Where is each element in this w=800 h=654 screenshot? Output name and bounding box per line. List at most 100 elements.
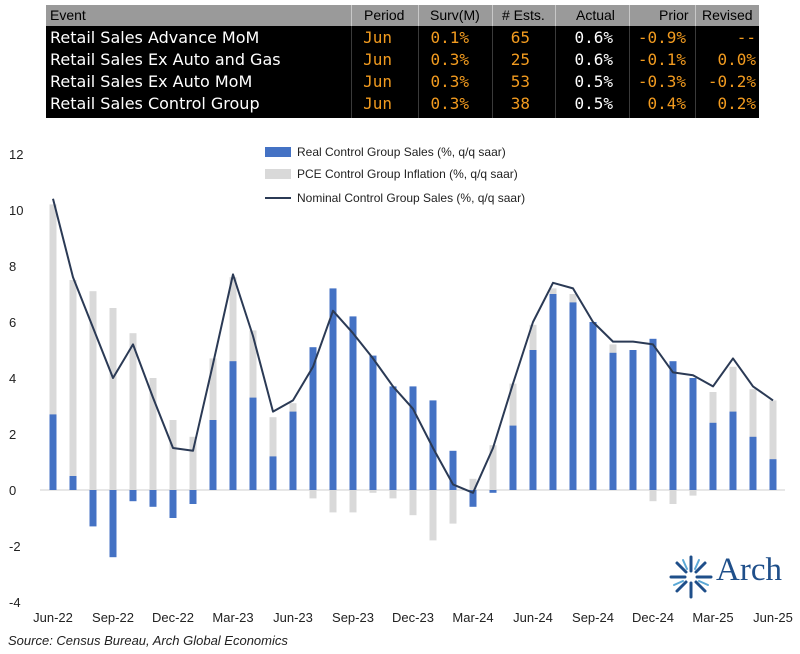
legend-swatch <box>265 169 291 179</box>
bar-series <box>49 204 777 558</box>
cell-period: Jun <box>363 28 392 47</box>
cell-revised: 0.0% <box>717 50 756 69</box>
pce-inflation-bar <box>309 490 317 499</box>
real-sales-bar <box>609 352 617 490</box>
cell-surv: 0.3% <box>430 94 469 113</box>
cell-prior: -0.9% <box>637 28 686 47</box>
header-surv[interactable]: Surv(M) <box>430 7 480 23</box>
x-tick-label: Dec-22 <box>152 610 194 625</box>
cell-surv: 0.1% <box>430 28 469 47</box>
event-name: Retail Sales Ex Auto and Gas <box>50 50 281 69</box>
header-prior[interactable]: Prior <box>659 7 689 23</box>
table-row[interactable]: Retail Sales Advance MoM Jun 0.1% 65 0.6% -0.… <box>46 27 759 49</box>
y-tick-label: 2 <box>9 427 16 442</box>
header-event[interactable]: Event <box>50 7 86 23</box>
table-header-row: Event Period Surv(M) # Ests. Actual Prio… <box>46 5 759 26</box>
header-actual[interactable]: Actual <box>576 7 615 23</box>
real-sales-bar <box>209 420 217 490</box>
table-row[interactable]: Retail Sales Ex Auto and Gas Jun 0.3% 25 0.6… <box>46 49 759 71</box>
x-tick-label: Dec-24 <box>632 610 674 625</box>
real-sales-bar <box>249 397 257 490</box>
star-burst-icon <box>669 555 713 599</box>
x-tick-label: Sep-23 <box>332 610 374 625</box>
real-sales-bar <box>509 425 517 490</box>
pce-inflation-bar <box>349 490 357 513</box>
event-name: Retail Sales Ex Auto MoM <box>50 72 253 91</box>
real-sales-bar <box>669 361 677 490</box>
real-sales-bar <box>469 490 477 507</box>
real-sales-bar <box>369 355 377 490</box>
cell-revised: -0.2% <box>707 72 756 91</box>
pce-inflation-bar <box>269 417 277 490</box>
logo-text: Arch <box>716 552 782 588</box>
real-sales-bar <box>149 490 157 507</box>
header-revised[interactable]: Revised <box>702 7 753 23</box>
y-tick-label: 12 <box>9 147 23 162</box>
real-sales-bar <box>429 400 437 490</box>
pce-inflation-bar <box>149 378 157 490</box>
legend-swatch <box>265 147 291 157</box>
real-sales-bar <box>169 490 177 518</box>
pce-inflation-bar <box>329 490 337 513</box>
header-period[interactable]: Period <box>364 7 405 23</box>
real-sales-bar <box>289 411 297 490</box>
chart-legend: Real Control Group Sales (%, q/q saar) PC… <box>265 145 525 205</box>
pce-inflation-bar <box>429 490 437 541</box>
pce-inflation-bar <box>649 490 657 502</box>
x-tick-label: Dec-23 <box>392 610 434 625</box>
cell-prior: -0.1% <box>637 50 686 69</box>
real-sales-bar <box>709 422 717 490</box>
retail-sales-table: Event Period Surv(M) # Ests. Actual Prio… <box>46 5 759 118</box>
cell-revised: -- <box>736 28 756 47</box>
cell-prior: -0.3% <box>637 72 686 91</box>
x-tick-label: Mar-23 <box>212 610 253 625</box>
pce-inflation-bar <box>669 490 677 504</box>
line-series <box>52 198 774 494</box>
x-tick-label: Mar-25 <box>692 610 733 625</box>
source-note: Source: Census Bureau, Arch Global Econo… <box>8 633 288 648</box>
table-row[interactable]: Retail Sales Control Group Jun 0.3% 38 0.5% 0… <box>46 93 759 115</box>
real-sales-bar <box>569 302 577 490</box>
real-sales-bar <box>689 378 697 490</box>
pce-inflation-bar <box>409 490 417 516</box>
cell-actual: 0.6% <box>574 28 613 47</box>
pce-inflation-bar <box>469 478 477 490</box>
real-sales-bar <box>489 490 497 493</box>
pce-inflation-bar <box>189 436 197 490</box>
event-name: Retail Sales Control Group <box>50 94 260 113</box>
y-tick-label: 8 <box>9 259 16 274</box>
pce-inflation-bar <box>89 291 97 490</box>
pce-inflation-bar <box>389 490 397 499</box>
header-ests[interactable]: # Ests. <box>502 7 545 23</box>
cell-surv: 0.3% <box>430 50 469 69</box>
real-sales-bar <box>349 316 357 490</box>
pce-inflation-bar <box>69 280 77 490</box>
real-sales-bar <box>269 456 277 490</box>
real-sales-bar <box>129 490 137 502</box>
cell-ests: 25 <box>510 50 530 69</box>
real-sales-bar <box>229 361 237 490</box>
real-sales-bar <box>109 490 117 558</box>
cell-actual: 0.5% <box>574 72 613 91</box>
event-name: Retail Sales Advance MoM <box>50 28 260 47</box>
cell-actual: 0.6% <box>574 50 613 69</box>
cell-actual: 0.5% <box>574 94 613 113</box>
x-tick-label: Jun-25 <box>753 610 793 625</box>
y-tick-label: -2 <box>9 539 21 554</box>
real-sales-bar <box>189 490 197 504</box>
y-tick-label: 10 <box>9 203 23 218</box>
legend-label: Nominal Control Group Sales (%, q/q saar… <box>297 191 525 205</box>
legend-label: PCE Control Group Inflation (%, q/q saar… <box>297 167 518 181</box>
real-sales-bar <box>409 386 417 490</box>
cell-ests: 65 <box>510 28 530 47</box>
x-axis-tick-labels: Jun-22 Sep-22 Dec-22 Mar-23 Jun-23 Sep-23 Dec-… <box>33 610 793 625</box>
cell-revised: 0.2% <box>717 94 756 113</box>
pce-inflation-bar <box>689 490 697 496</box>
pce-inflation-bar <box>769 400 777 490</box>
pce-inflation-bar <box>49 204 57 490</box>
x-tick-label: Mar-24 <box>452 610 493 625</box>
table-row[interactable]: Retail Sales Ex Auto MoM Jun 0.3% 53 0.5% -0.… <box>46 71 759 93</box>
arch-logo: Arch <box>668 552 793 599</box>
y-tick-label: 6 <box>9 315 16 330</box>
